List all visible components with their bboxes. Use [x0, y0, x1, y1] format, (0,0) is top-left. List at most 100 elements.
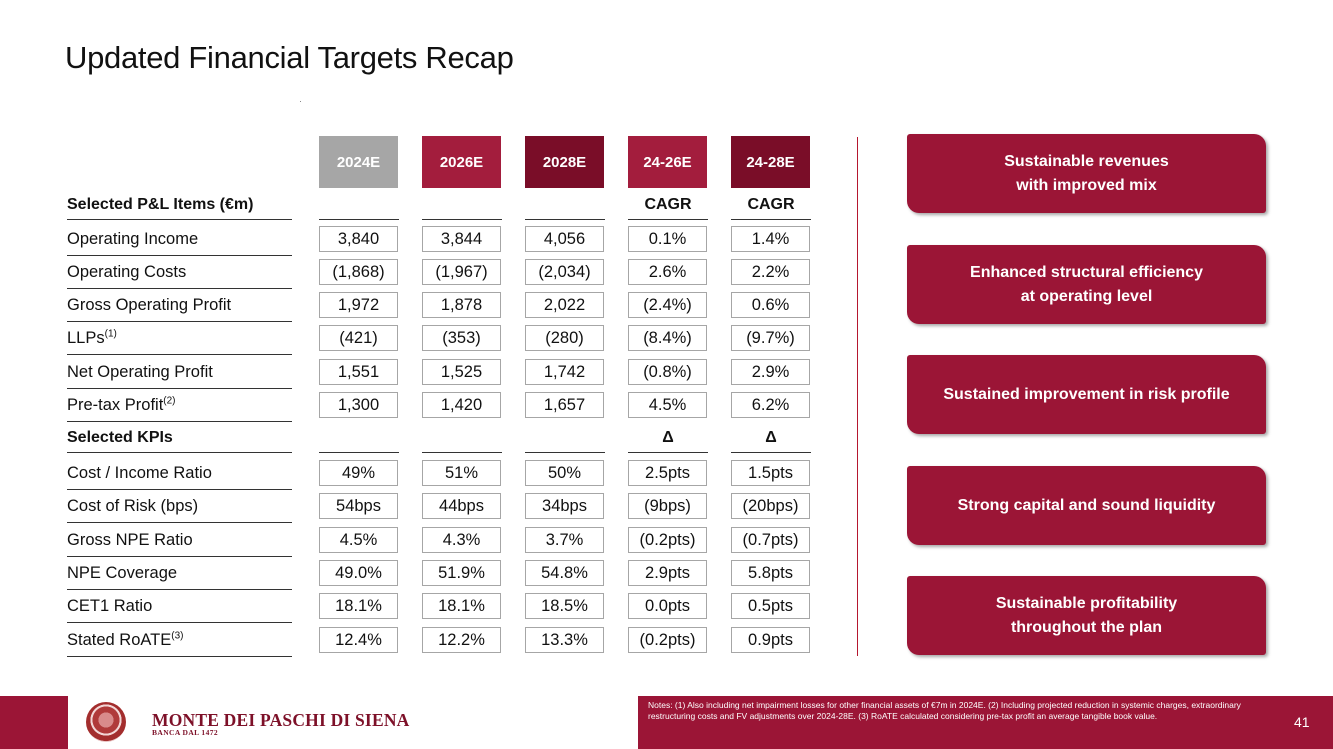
row-label-text: LLPs: [67, 329, 105, 347]
sub-header-pl-0: CAGR: [644, 196, 692, 213]
section-line-gap: [502, 452, 525, 453]
value-cell: 1,742: [525, 359, 604, 385]
value-cell: 2.6%: [628, 259, 707, 285]
value-cell: (2,034): [525, 259, 604, 285]
highlight-pill: Sustained improvement in risk profile: [907, 355, 1266, 434]
section-label-pl: Selected P&L Items (€m): [67, 196, 254, 213]
row-label-text: NPE Coverage: [67, 564, 178, 582]
row-label-text: Pre-tax Profit: [67, 396, 164, 414]
row-label: Gross NPE Ratio: [67, 524, 292, 557]
value-cell: 18.1%: [422, 593, 501, 619]
decorative-dot: [300, 101, 301, 102]
highlight-pill: Enhanced structural efficiency at operat…: [907, 245, 1266, 324]
value-cell: 1,420: [422, 392, 501, 418]
value-cell: 1,551: [319, 359, 398, 385]
value-cell: 3,844: [422, 226, 501, 252]
section-line-gap: [292, 452, 319, 453]
value-cell: 44bps: [422, 493, 501, 519]
section-line-gap: [708, 452, 731, 453]
value-cell: (8.4%): [628, 325, 707, 351]
value-cell: 6.2%: [731, 392, 810, 418]
value-cell: (1,868): [319, 259, 398, 285]
value-cell: 4.5%: [628, 392, 707, 418]
row-label-text: Operating Income: [67, 230, 199, 248]
value-cell: 2.9pts: [628, 560, 707, 586]
page-number: 41: [1294, 714, 1310, 730]
row-label: Operating Income: [67, 223, 292, 256]
value-cell: (0.2pts): [628, 627, 707, 653]
footnotes: Notes: (1) Also including net impairment…: [648, 700, 1241, 721]
bank-tagline: BANCA DAL 1472: [152, 728, 219, 737]
section-line-gap: [708, 219, 731, 220]
value-cell: 50%: [525, 460, 604, 486]
footnote-marker: (1): [104, 328, 117, 340]
section-line-gap: [292, 219, 319, 220]
value-cell: 4,056: [525, 226, 604, 252]
column-header-24-28e: 24-28E: [731, 136, 810, 188]
value-cell: (9bps): [628, 493, 707, 519]
section-label-kpi: Selected KPIs: [67, 429, 173, 446]
row-label: CET1 Ratio: [67, 590, 292, 623]
value-cell: 2.9%: [731, 359, 810, 385]
value-cell: 0.9pts: [731, 627, 810, 653]
sub-header-pl-1: CAGR: [747, 196, 795, 213]
row-label-text: Operating Costs: [67, 263, 187, 281]
value-cell: 1,878: [422, 292, 501, 318]
value-cell: (353): [422, 325, 501, 351]
value-cell: 1,300: [319, 392, 398, 418]
section-line-gap: [605, 219, 628, 220]
row-label: LLPs(1): [67, 322, 292, 355]
value-cell: (0.7pts): [731, 527, 810, 553]
vertical-divider: [857, 137, 858, 656]
value-cell: 51.9%: [422, 560, 501, 586]
value-cell: 54bps: [319, 493, 398, 519]
value-cell: 34bps: [525, 493, 604, 519]
highlight-pill: Sustainable revenues with improved mix: [907, 134, 1266, 213]
section-line-gap: [605, 452, 628, 453]
row-label-text: CET1 Ratio: [67, 597, 153, 615]
column-header-24-26e: 24-26E: [628, 136, 707, 188]
logo-area: [68, 696, 638, 749]
value-cell: 12.2%: [422, 627, 501, 653]
footnote-marker: (3): [171, 630, 184, 642]
value-cell: 54.8%: [525, 560, 604, 586]
value-cell: 1.4%: [731, 226, 810, 252]
value-cell: (1,967): [422, 259, 501, 285]
column-header-2026e: 2026E: [422, 136, 501, 188]
row-label: Net Operating Profit: [67, 356, 292, 389]
section-line-gap: [502, 219, 525, 220]
sub-header-kpi-0: Δ: [662, 429, 674, 446]
value-cell: 3,840: [319, 226, 398, 252]
section-divider-kpi: [67, 452, 811, 453]
row-label: Cost of Risk (bps): [67, 490, 292, 523]
value-cell: 4.5%: [319, 527, 398, 553]
value-cell: 18.1%: [319, 593, 398, 619]
value-cell: 12.4%: [319, 627, 398, 653]
column-header-2028e: 2028E: [525, 136, 604, 188]
row-label: NPE Coverage: [67, 557, 292, 590]
row-label-text: Gross NPE Ratio: [67, 531, 193, 549]
sub-header-kpi-1: Δ: [765, 429, 777, 446]
row-label: Operating Costs: [67, 256, 292, 289]
value-cell: 3.7%: [525, 527, 604, 553]
row-label-text: Gross Operating Profit: [67, 296, 232, 314]
value-cell: (280): [525, 325, 604, 351]
value-cell: 0.1%: [628, 226, 707, 252]
section-divider-pl: [67, 219, 811, 220]
value-cell: 49.0%: [319, 560, 398, 586]
value-cell: 1.5pts: [731, 460, 810, 486]
highlight-pill: Sustainable profitability throughout the…: [907, 576, 1266, 655]
value-cell: 2.5pts: [628, 460, 707, 486]
value-cell: 18.5%: [525, 593, 604, 619]
value-cell: 0.0pts: [628, 593, 707, 619]
value-cell: 2.2%: [731, 259, 810, 285]
value-cell: (0.2pts): [628, 527, 707, 553]
value-cell: 1,657: [525, 392, 604, 418]
row-label-text: Stated RoATE: [67, 631, 172, 649]
highlight-pill: Strong capital and sound liquidity: [907, 466, 1266, 545]
row-label-text: Net Operating Profit: [67, 363, 213, 381]
bank-name: MONTE DEI PASCHI DI SIENA: [152, 710, 410, 730]
page-title: Updated Financial Targets Recap: [65, 40, 514, 75]
value-cell: (20bps): [731, 493, 810, 519]
value-cell: 1,972: [319, 292, 398, 318]
